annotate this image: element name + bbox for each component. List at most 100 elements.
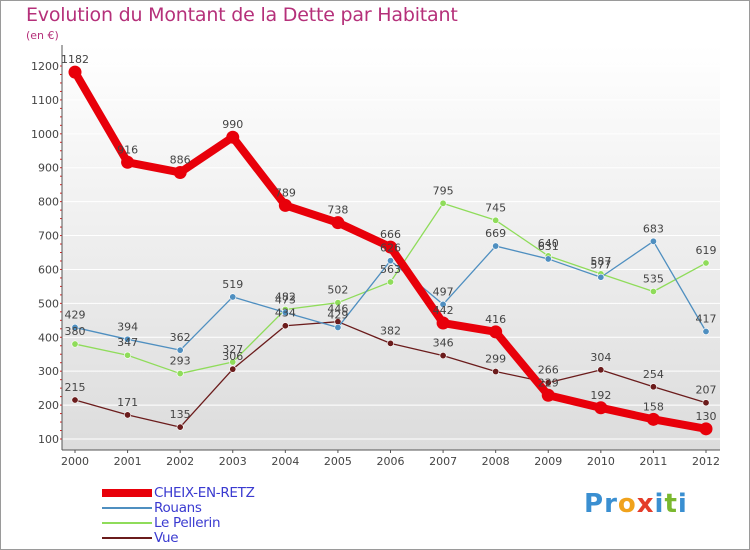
data-point bbox=[68, 65, 82, 79]
data-point bbox=[702, 399, 710, 407]
data-point bbox=[334, 323, 342, 331]
data-point bbox=[386, 278, 394, 286]
data-label: 473 bbox=[275, 294, 296, 307]
x-tick-label: 2004 bbox=[271, 455, 299, 468]
data-point bbox=[281, 322, 289, 330]
y-tick-label: 900 bbox=[38, 162, 59, 175]
data-point bbox=[702, 328, 710, 336]
data-point bbox=[176, 346, 184, 354]
data-label: 382 bbox=[380, 324, 401, 337]
data-point bbox=[121, 155, 135, 169]
x-tick-label: 2008 bbox=[482, 455, 510, 468]
data-label: 171 bbox=[117, 396, 138, 409]
legend-swatch bbox=[102, 537, 152, 539]
data-label: 304 bbox=[590, 351, 611, 364]
legend-label: Rouans bbox=[154, 500, 202, 516]
data-label: 482 bbox=[275, 290, 296, 303]
data-label: 299 bbox=[485, 353, 506, 366]
legend-swatch bbox=[102, 489, 152, 497]
data-label: 587 bbox=[590, 255, 611, 268]
legend-swatch bbox=[102, 507, 152, 509]
data-label: 738 bbox=[327, 204, 348, 217]
data-label: 416 bbox=[485, 313, 506, 326]
data-label: 886 bbox=[170, 153, 191, 166]
data-point bbox=[334, 299, 342, 307]
data-point bbox=[71, 396, 79, 404]
data-point bbox=[436, 316, 450, 330]
data-point bbox=[646, 412, 660, 426]
data-point bbox=[229, 358, 237, 366]
legend-label: CHEIX-EN-RETZ bbox=[154, 485, 255, 501]
data-point bbox=[386, 257, 394, 265]
y-tick-label: 100 bbox=[38, 433, 59, 446]
data-point bbox=[71, 340, 79, 348]
data-label: 293 bbox=[170, 355, 191, 368]
data-label: 347 bbox=[117, 336, 138, 349]
data-point bbox=[439, 199, 447, 207]
data-point bbox=[439, 352, 447, 360]
data-point bbox=[226, 130, 240, 144]
x-tick-label: 2009 bbox=[534, 455, 562, 468]
data-label: 229 bbox=[538, 376, 559, 389]
data-point bbox=[594, 401, 608, 415]
data-label: 446 bbox=[327, 303, 348, 316]
chart-title: Evolution du Montant de la Dette par Hab… bbox=[26, 4, 458, 26]
data-point bbox=[649, 287, 657, 295]
proxiti-logo: Proxiti bbox=[584, 489, 688, 519]
data-label: 135 bbox=[170, 408, 191, 421]
y-tick-label: 500 bbox=[38, 297, 59, 310]
data-label: 192 bbox=[590, 389, 611, 402]
data-label: 666 bbox=[380, 228, 401, 241]
y-tick-label: 1200 bbox=[31, 60, 59, 73]
data-label: 535 bbox=[643, 272, 664, 285]
data-label: 916 bbox=[117, 143, 138, 156]
data-point bbox=[386, 339, 394, 347]
data-label: 158 bbox=[643, 400, 664, 413]
data-point bbox=[649, 383, 657, 391]
data-label: 266 bbox=[538, 364, 559, 377]
data-point bbox=[124, 335, 132, 343]
legend-label: Vue bbox=[154, 530, 179, 546]
data-label: 207 bbox=[696, 384, 717, 397]
data-label: 745 bbox=[485, 201, 506, 214]
data-point bbox=[281, 309, 289, 317]
data-label: 519 bbox=[222, 278, 243, 291]
y-tick-label: 700 bbox=[38, 230, 59, 243]
data-label: 683 bbox=[643, 222, 664, 235]
data-point bbox=[492, 242, 500, 250]
data-point bbox=[124, 411, 132, 419]
data-point bbox=[492, 368, 500, 376]
data-label: 306 bbox=[222, 350, 243, 363]
legend-label: Le Pellerin bbox=[154, 515, 221, 531]
data-point bbox=[71, 323, 79, 331]
data-point bbox=[176, 370, 184, 378]
data-point bbox=[229, 293, 237, 301]
data-label: 502 bbox=[327, 284, 348, 297]
y-tick-label: 400 bbox=[38, 331, 59, 344]
y-tick-label: 800 bbox=[38, 196, 59, 209]
data-point bbox=[439, 300, 447, 308]
y-tick-label: 200 bbox=[38, 399, 59, 412]
data-point bbox=[173, 165, 187, 179]
data-point bbox=[229, 365, 237, 373]
x-tick-label: 2011 bbox=[639, 455, 667, 468]
x-tick-label: 2005 bbox=[324, 455, 352, 468]
data-point bbox=[597, 273, 605, 281]
data-label: 394 bbox=[117, 320, 138, 333]
data-point bbox=[124, 351, 132, 359]
data-label: 254 bbox=[643, 368, 664, 381]
data-label: 1182 bbox=[61, 53, 89, 66]
data-label: 434 bbox=[275, 307, 296, 320]
data-point bbox=[597, 366, 605, 374]
data-label: 631 bbox=[538, 240, 559, 253]
x-tick-label: 2010 bbox=[587, 455, 615, 468]
data-label: 215 bbox=[65, 381, 86, 394]
data-point bbox=[699, 422, 713, 436]
data-label: 362 bbox=[170, 331, 191, 344]
data-label: 497 bbox=[433, 285, 454, 298]
y-unit-label: (en €) bbox=[26, 29, 59, 42]
data-label: 669 bbox=[485, 227, 506, 240]
data-point bbox=[702, 259, 710, 267]
data-point bbox=[544, 255, 552, 263]
